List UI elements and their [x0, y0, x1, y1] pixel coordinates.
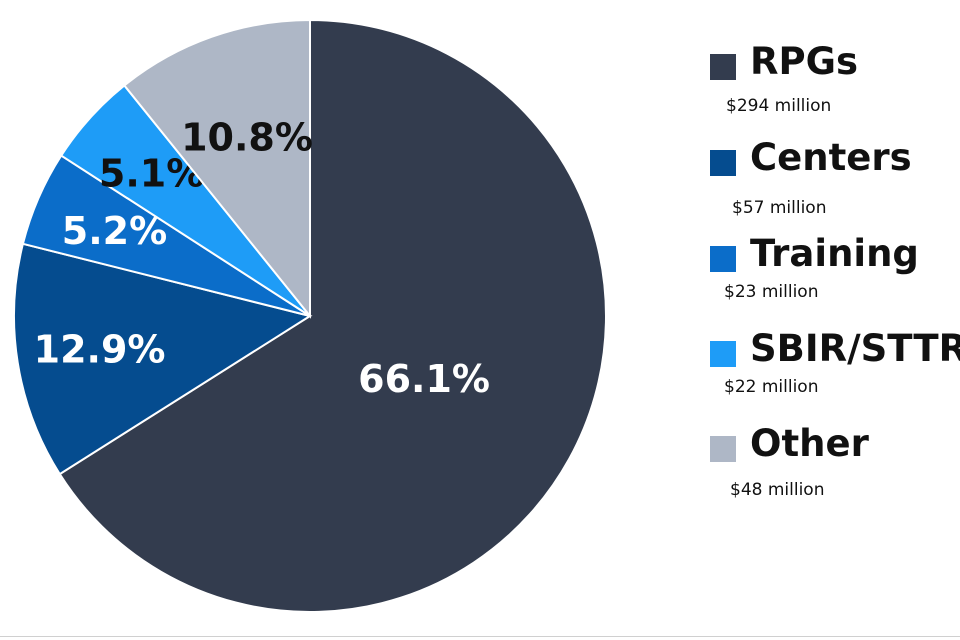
legend-label-centers: Centers [750, 136, 912, 179]
pie-slice-centers [13, 242, 313, 476]
legend-swatch-centers [710, 150, 736, 176]
pie-slice-rpgs [58, 18, 607, 613]
pie-slice-other [122, 18, 311, 319]
legend-swatch-other [710, 436, 736, 462]
legend-amount-centers: $57 million [732, 198, 827, 218]
legend-amount-rpgs: $294 million [726, 96, 832, 116]
legend-amount-other: $48 million [730, 480, 825, 500]
legend-swatch-training [710, 246, 736, 272]
slice-label-centers: 12.9% [34, 328, 166, 372]
legend-label-training: Training [750, 232, 919, 275]
legend-amount-training: $23 million [724, 282, 819, 302]
slice-label-training: 5.2% [62, 209, 167, 253]
legend-swatch-sbir-sttr [710, 341, 736, 367]
legend-swatch-rpgs [710, 54, 736, 80]
legend-amount-sbir-sttr: $22 million [724, 377, 819, 397]
legend-label-rpgs: RPGs [750, 40, 859, 83]
bottom-divider [0, 636, 960, 637]
legend-label-sbir-sttr: SBIR/STTR [750, 327, 960, 370]
slice-label-other: 10.8% [181, 115, 313, 159]
slice-label-rpgs: 66.1% [358, 357, 490, 401]
legend-label-other: Other [750, 422, 869, 465]
